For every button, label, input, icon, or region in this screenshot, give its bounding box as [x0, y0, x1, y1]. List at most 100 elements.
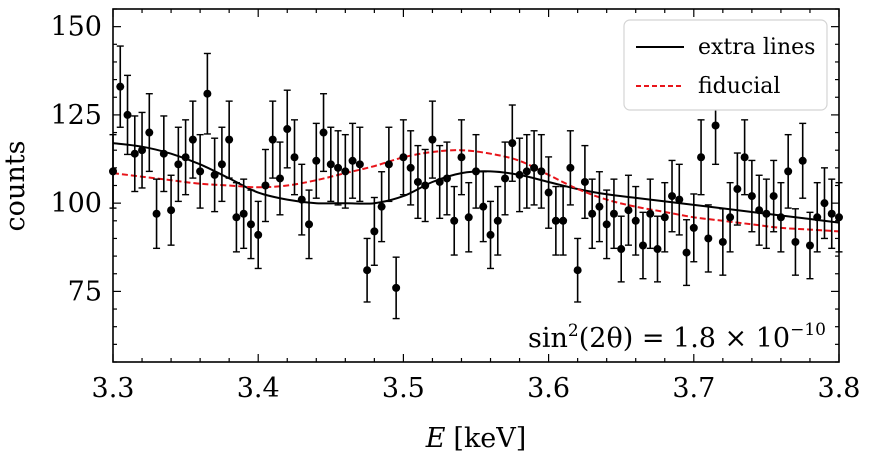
data-point — [457, 153, 466, 162]
axis-ticks — [112, 8, 840, 363]
data-point — [435, 177, 444, 186]
data-point — [334, 163, 343, 172]
data-point — [740, 153, 749, 162]
data-point — [472, 167, 480, 176]
data-point — [442, 174, 451, 183]
data-point — [232, 213, 241, 222]
data-point — [377, 202, 386, 211]
data-point — [805, 241, 814, 250]
data-points — [109, 45, 843, 320]
data-point — [138, 146, 147, 155]
legend: extra lines fiducial — [623, 19, 828, 111]
data-point — [413, 177, 422, 186]
data-point — [196, 167, 205, 176]
data-point — [566, 163, 575, 172]
data-point — [580, 177, 589, 186]
data-point — [653, 245, 662, 254]
data-point — [813, 213, 822, 222]
data-point — [776, 213, 785, 222]
data-point — [123, 110, 132, 119]
x-axis-label: E [keV] — [425, 423, 527, 454]
data-point — [297, 195, 306, 204]
data-point — [275, 174, 284, 183]
data-point — [479, 202, 488, 211]
data-point — [450, 216, 459, 225]
data-point — [820, 199, 829, 208]
data-point — [239, 209, 248, 218]
data-point — [319, 128, 328, 137]
data-point — [718, 237, 727, 246]
data-point — [464, 213, 473, 222]
data-point — [225, 135, 234, 144]
x-tick-label: 3.8 — [818, 373, 861, 404]
data-point — [689, 223, 698, 232]
data-point — [609, 209, 618, 218]
data-point — [268, 135, 277, 144]
data-point — [747, 192, 756, 201]
data-point — [827, 209, 836, 218]
legend-label-extra-lines: extra lines — [698, 35, 815, 60]
data-point — [167, 206, 176, 215]
data-point — [116, 82, 125, 91]
data-point — [595, 202, 604, 211]
y-tick-label: 75 — [68, 276, 102, 307]
data-point — [624, 206, 633, 215]
data-point — [493, 216, 502, 225]
x-tick-label: 3.5 — [382, 373, 425, 404]
data-point — [312, 156, 321, 165]
x-tick-label: 3.7 — [672, 373, 715, 404]
data-point — [660, 213, 669, 222]
data-point — [355, 160, 364, 169]
data-point — [428, 135, 437, 144]
y-tick-label: 100 — [50, 188, 102, 219]
axis-tick-labels: 3.3 3.4 3.5 3.6 3.7 3.8 75 100 125 150 — [50, 12, 860, 404]
data-point — [515, 170, 524, 179]
data-point — [711, 121, 720, 130]
data-point — [588, 209, 597, 218]
x-tick-label: 3.3 — [92, 373, 135, 404]
data-point — [573, 266, 582, 275]
data-point — [602, 220, 611, 229]
data-point — [704, 234, 713, 243]
data-point — [152, 209, 161, 218]
data-point — [784, 167, 793, 176]
data-point — [290, 153, 299, 162]
mixing-angle-annotation: sin2(2θ) = 1.8 × 10−10 — [528, 320, 826, 354]
data-point — [254, 230, 263, 239]
data-point — [217, 160, 226, 169]
data-point — [181, 153, 190, 162]
data-point — [668, 192, 677, 201]
data-point — [406, 163, 415, 172]
legend-box — [623, 19, 828, 111]
data-point — [762, 209, 771, 218]
y-axis-label: counts — [0, 141, 31, 232]
legend-label-fiducial: fiducial — [698, 74, 780, 99]
data-point — [486, 230, 495, 239]
data-point — [646, 209, 655, 218]
data-point — [261, 181, 270, 190]
data-point — [682, 248, 691, 257]
data-point — [537, 167, 546, 176]
data-point — [370, 227, 379, 236]
y-tick-label: 125 — [50, 100, 102, 131]
x-tick-label: 3.6 — [527, 373, 570, 404]
data-point — [675, 195, 684, 204]
curve-fiducial — [112, 149, 840, 233]
data-point — [769, 192, 778, 201]
data-point — [501, 174, 510, 183]
data-point — [399, 153, 408, 162]
data-point — [341, 167, 350, 176]
data-point — [508, 139, 517, 148]
data-point — [798, 156, 807, 165]
data-point — [145, 128, 154, 137]
data-point — [638, 241, 647, 250]
data-point — [363, 266, 372, 275]
data-point — [697, 153, 706, 162]
data-point — [130, 149, 139, 158]
data-point — [755, 206, 764, 215]
data-point — [174, 160, 183, 169]
data-point — [283, 125, 292, 134]
data-point — [305, 220, 314, 229]
data-point — [384, 160, 393, 169]
